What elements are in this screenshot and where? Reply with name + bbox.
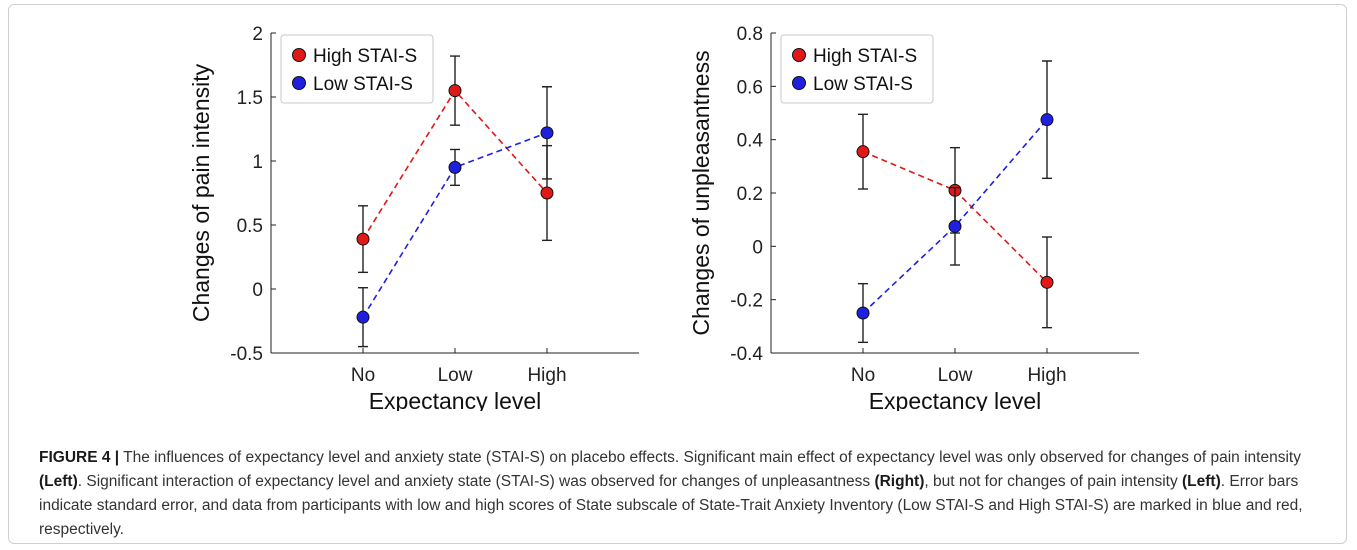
c1-x-tick-label: High bbox=[527, 365, 566, 386]
c2-data-point-high bbox=[856, 145, 870, 159]
c2-legend-marker-high bbox=[792, 48, 806, 62]
c2-legend-label-high: High STAI-S bbox=[813, 46, 917, 67]
c1-data-point-low bbox=[356, 310, 370, 324]
c1-data-point-low bbox=[448, 160, 462, 174]
c2-x-tick-label: Low bbox=[938, 365, 973, 386]
c1-y-tick-label: -0.5 bbox=[230, 344, 263, 365]
c2-x-tick-label: High bbox=[1027, 365, 1066, 386]
c2-series-line-low bbox=[862, 119, 1048, 314]
c2-x-axis-label: Expectancy level bbox=[869, 388, 1042, 411]
c1-data-point-high bbox=[356, 232, 370, 246]
figure-label: FIGURE 4 | bbox=[39, 449, 120, 466]
c1-y-tick-label: 1 bbox=[252, 152, 263, 173]
c1-legend-box bbox=[280, 34, 434, 104]
c2-x-tick-label: No bbox=[851, 365, 875, 386]
c2-data-point-high bbox=[1040, 275, 1054, 289]
c2-data-point-low bbox=[856, 306, 870, 320]
c1-y-tick-label: 1.5 bbox=[237, 88, 263, 109]
c2-y-tick-label: 0.2 bbox=[737, 184, 763, 205]
c2-data-point-low bbox=[948, 219, 962, 233]
caption-text-2: . Significant interaction of expectancy … bbox=[77, 473, 875, 490]
c1-y-tick-label: 0.5 bbox=[237, 216, 263, 237]
c1-x-tick-label: Low bbox=[438, 365, 473, 386]
c2-series-line-high bbox=[862, 150, 1048, 283]
c1-x-tick-label: No bbox=[351, 365, 375, 386]
c2-y-axis-label: Changes of unpleasantness bbox=[688, 50, 714, 335]
c2-legend-label-low: Low STAI-S bbox=[813, 74, 913, 95]
figure-caption: FIGURE 4 | The influences of expectancy … bbox=[39, 446, 1339, 542]
c1-legend-marker-high bbox=[292, 48, 306, 62]
c1-x-axis-label: Expectancy level bbox=[369, 388, 542, 411]
c1-y-axis-label: Changes of pain intensity bbox=[188, 63, 214, 322]
c1-data-point-high bbox=[540, 186, 554, 200]
c2-y-tick-label: 0.4 bbox=[737, 131, 764, 152]
chart-unpleasantness: -0.4 -0.2 0 0.2 0.4 0.6 0.8 No Low HighExpectancy… bbox=[688, 24, 1139, 411]
figure-panel: -0.5 0 0.5 1 1.5 2 No Low High Expectancy level Ch… bbox=[8, 4, 1347, 544]
c2-y-tick-label: 0.6 bbox=[737, 77, 763, 98]
c2-legend-box bbox=[780, 34, 934, 104]
c1-legend-label-low: Low STAI-S bbox=[313, 74, 413, 95]
c1-data-point-low bbox=[540, 126, 554, 140]
c1-legend-marker-low bbox=[292, 76, 306, 90]
c1-data-point-high bbox=[448, 84, 462, 98]
c1-legend-label-high: High STAI-S bbox=[313, 46, 417, 67]
caption-left-ref-1: (Left) bbox=[39, 473, 78, 490]
c2-legend-marker-low bbox=[792, 76, 806, 90]
caption-text-1: The influences of expectancy level and a… bbox=[119, 449, 1301, 466]
c1-y-tick-label: 2 bbox=[252, 24, 263, 45]
caption-text-3: , but not for changes of pain intensity bbox=[924, 473, 1182, 490]
c1-y-tick-label: 0 bbox=[252, 280, 263, 301]
caption-left-ref-2: (Left) bbox=[1182, 473, 1221, 490]
c2-y-tick-label: 0.8 bbox=[737, 24, 763, 45]
c2-y-tick-label: 0 bbox=[752, 237, 763, 258]
c2-y-tick-label: -0.2 bbox=[730, 291, 763, 312]
caption-text-4: . Error bars indicate standard error, an… bbox=[39, 473, 1303, 538]
c2-y-tick-label: -0.4 bbox=[730, 344, 763, 365]
caption-right-ref: (Right) bbox=[874, 473, 925, 490]
c2-data-point-low bbox=[1040, 113, 1054, 127]
